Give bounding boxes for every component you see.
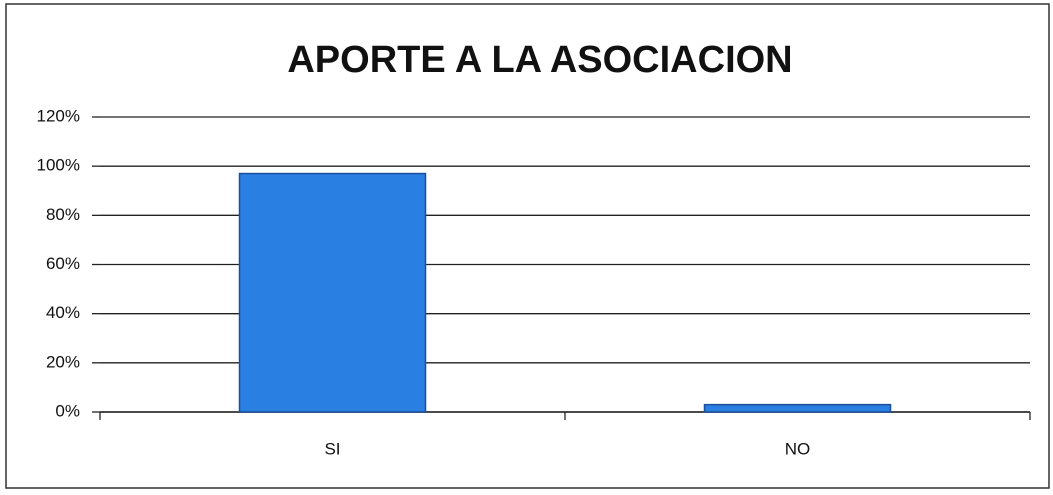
y-tick-label: 40% xyxy=(46,303,80,322)
y-tick-label: 80% xyxy=(46,205,80,224)
y-tick-label: 120% xyxy=(37,106,80,125)
y-tick-label: 60% xyxy=(46,254,80,273)
y-tick-label: 100% xyxy=(37,156,80,175)
y-tick-label: 20% xyxy=(46,352,80,371)
x-tick-label: NO xyxy=(785,439,811,458)
chart-title: APORTE A LA ASOCIACION xyxy=(287,39,792,81)
bar xyxy=(703,403,892,413)
bar xyxy=(238,172,427,413)
y-tick-label: 0% xyxy=(55,401,80,420)
x-tick-label: SI xyxy=(324,439,340,458)
